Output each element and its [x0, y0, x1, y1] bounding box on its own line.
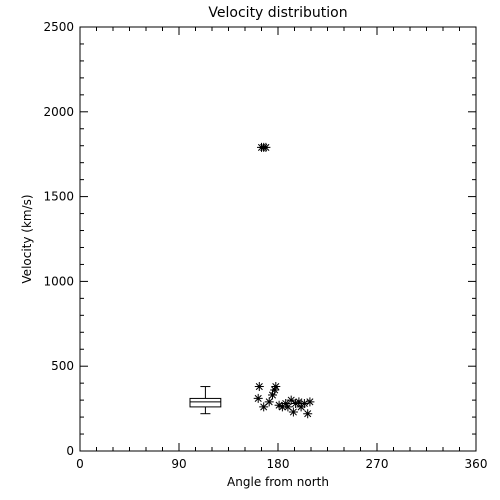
y-tick-label: 2000 [43, 105, 74, 119]
data-point-marker [286, 395, 296, 405]
data-point-marker [253, 393, 263, 403]
x-axis-label: Angle from north [227, 475, 329, 489]
x-tick-label: 180 [267, 457, 290, 471]
data-point-marker [303, 409, 313, 419]
x-tick-label: 360 [465, 457, 488, 471]
chart-title: Velocity distribution [208, 5, 347, 21]
data-point-marker [264, 397, 274, 407]
data-point-marker [283, 402, 293, 412]
data-point-marker [274, 400, 284, 410]
data-point-marker [268, 390, 277, 400]
data-point-marker [277, 402, 287, 412]
data-point-marker [291, 399, 301, 409]
x-tick-label: 0 [76, 457, 84, 471]
data-point-marker [288, 407, 298, 417]
y-tick-label: 2500 [43, 20, 74, 34]
y-tick-label: 500 [51, 359, 74, 373]
y-tick-label: 0 [66, 444, 74, 458]
y-tick-label: 1000 [43, 274, 74, 288]
y-axis-label: Velocity (km/s) [20, 194, 34, 283]
x-tick-label: 270 [366, 457, 389, 471]
data-point-marker [281, 399, 291, 409]
boxplot-group [189, 386, 222, 415]
data-point-marker [271, 382, 281, 392]
axes-group: 0 90 180 270 360 0 500 1000 1500 2000 2500 [43, 20, 487, 471]
y-tick-label: 1500 [43, 190, 74, 204]
data-point-marker [254, 382, 264, 392]
data-point-marker [261, 142, 271, 152]
x-tick-label: 90 [171, 457, 186, 471]
data-point-marker [296, 402, 306, 412]
points-group [253, 142, 315, 419]
data-point-marker [305, 397, 315, 407]
data-point-marker [294, 397, 304, 407]
data-point-marker [299, 399, 309, 409]
data-point-marker [270, 385, 280, 395]
data-point-marker [259, 402, 269, 412]
